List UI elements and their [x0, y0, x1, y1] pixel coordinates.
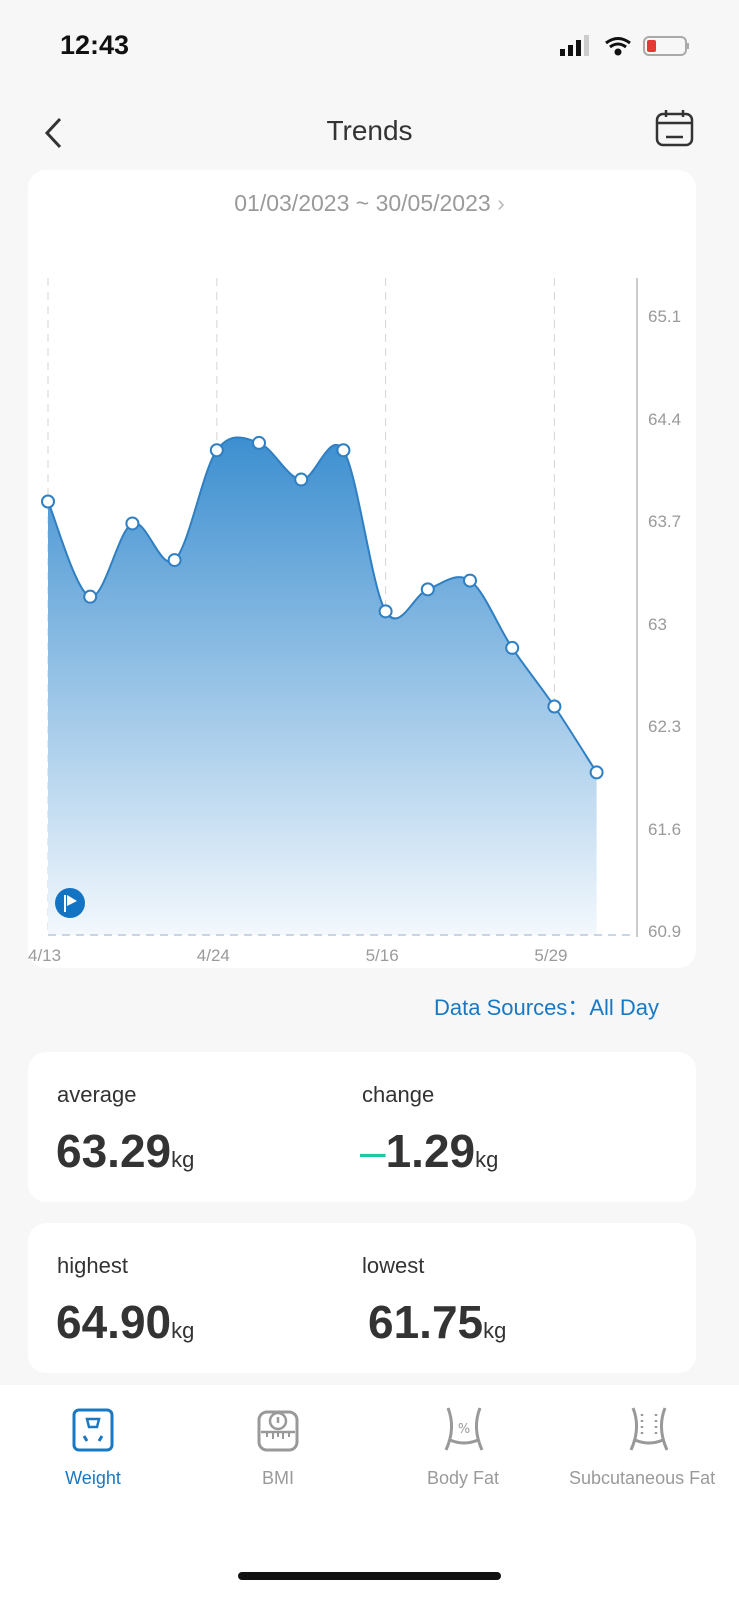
data-point[interactable]	[505, 640, 520, 655]
bmi-scale-icon	[257, 1410, 299, 1452]
home-indicator	[238, 1572, 501, 1580]
y-tick-label: 62.3	[648, 717, 682, 736]
data-point[interactable]	[167, 553, 182, 568]
x-tick-label: 5/29	[534, 946, 568, 965]
battery-icon	[643, 36, 689, 56]
tab-body-fat[interactable]: Body Fat	[426, 1468, 500, 1488]
subcutaneous-fat-icon	[629, 1407, 669, 1451]
status-icons	[560, 35, 689, 56]
status-time: 12:43	[60, 30, 130, 60]
flag-marker-icon	[55, 888, 85, 918]
back-button[interactable]	[40, 115, 66, 151]
data-point[interactable]	[209, 443, 224, 458]
data-point[interactable]	[252, 435, 266, 450]
highest-label: highest	[57, 1253, 128, 1278]
data-point[interactable]	[125, 516, 140, 531]
y-tick-label: 60.9	[648, 922, 682, 941]
area-fill	[48, 437, 597, 935]
data-sources-label: Data Sources：	[434, 995, 590, 1020]
bottom-tab-bar	[0, 1385, 739, 1600]
data-point[interactable]	[420, 582, 435, 597]
average-value: 63.29kg	[56, 1125, 195, 1177]
y-tick-label: 65.1	[648, 307, 682, 326]
x-tick-label: 4/13	[28, 946, 62, 965]
signal-icon	[560, 35, 589, 56]
data-sources-selector[interactable]: Data Sources：All Day	[434, 990, 659, 1022]
data-point[interactable]	[336, 443, 351, 458]
data-point[interactable]	[547, 699, 562, 714]
y-tick-label: 64.4	[648, 409, 682, 429]
data-point[interactable]	[378, 604, 393, 619]
change-label: change	[362, 1082, 435, 1107]
tab-bmi[interactable]: BMI	[261, 1468, 294, 1488]
weight-trend-chart[interactable]	[0, 0, 739, 980]
scale-icon	[72, 1408, 114, 1452]
x-tick-label: 5/16	[365, 946, 399, 965]
tab-subcutaneous-fat[interactable]: Subcutaneous Fat	[569, 1468, 716, 1488]
data-point[interactable]	[83, 589, 98, 604]
wifi-icon	[605, 37, 631, 56]
y-tick-label: 63.7	[648, 512, 682, 531]
page-title: Trends	[326, 115, 413, 146]
data-sources-value: All Day	[589, 995, 659, 1020]
lowest-value: 61.75kg	[368, 1296, 507, 1348]
change-value: –1.29kg	[360, 1125, 499, 1177]
stats-card-average-change	[28, 1052, 696, 1202]
tab-weight[interactable]: Weight	[65, 1468, 121, 1488]
svg-text:%: %	[458, 1422, 470, 1437]
body-fat-icon: %	[444, 1407, 484, 1451]
average-label: average	[57, 1082, 137, 1107]
date-range-selector[interactable]: 01/03/2023 ~ 30/05/2023 ›	[0, 190, 739, 217]
data-point[interactable]	[41, 494, 55, 509]
y-tick-label: 61.6	[648, 819, 682, 839]
y-tick-label: 63	[648, 614, 667, 634]
data-point[interactable]	[463, 573, 477, 588]
lowest-label: lowest	[362, 1253, 425, 1278]
data-point[interactable]	[294, 472, 309, 487]
stats-card-high-low	[28, 1223, 696, 1373]
x-tick-label: 4/24	[196, 946, 230, 965]
data-point[interactable]	[589, 765, 604, 780]
highest-value: 64.90kg	[56, 1296, 195, 1348]
date-range-label: 01/03/2023 ~ 30/05/2023	[234, 190, 491, 216]
chevron-right-icon: ›	[497, 190, 505, 216]
calendar-icon[interactable]	[655, 108, 695, 148]
